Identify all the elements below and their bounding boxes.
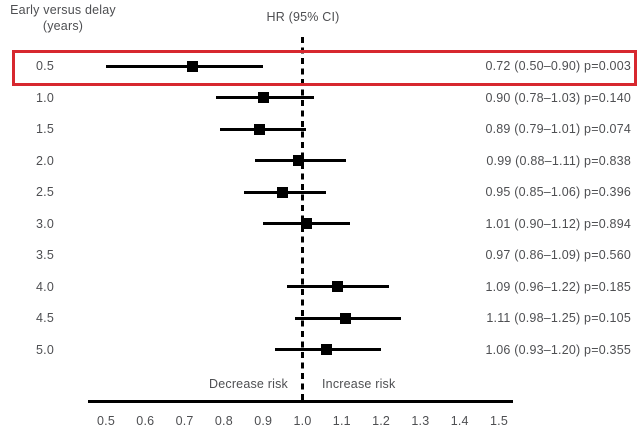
x-tick-label: 1.2: [372, 414, 391, 428]
hr-ci-p-text: 1.11 (0.98–1.25) p=0.105: [486, 311, 631, 325]
row-axis-title-line2: (years): [42, 18, 84, 33]
row-label: 5.0: [36, 342, 54, 357]
hr-point-marker: [300, 218, 312, 229]
ci-line: [106, 64, 264, 68]
hr-point-marker: [186, 60, 198, 72]
hr-point-marker: [320, 344, 332, 355]
hr-ci-p-text: 0.90 (0.78–1.03) p=0.140: [485, 90, 631, 105]
row-label: 0.5: [36, 59, 54, 73]
x-tick-label: 0.5: [97, 414, 115, 428]
plot-title: HR (95% CI): [266, 10, 340, 24]
x-tick-label: 1.5: [490, 414, 508, 428]
highlight-box: [12, 50, 637, 86]
hr-ci-p-text: 0.95 (0.85–1.06) p=0.396: [485, 185, 631, 199]
hr-ci-p-text: 1.06 (0.93–1.20) p=0.355: [485, 342, 631, 357]
row-axis-title: Early versus delay (years): [0, 3, 126, 34]
row-label: 1.0: [36, 90, 54, 105]
row-label: 2.0: [36, 153, 54, 168]
increase-risk-label: Increase risk: [322, 377, 396, 391]
x-tick-label: 1.3: [411, 414, 430, 428]
x-tick-label: 1.0: [293, 414, 312, 428]
decrease-risk-label: Decrease risk: [208, 377, 288, 391]
hr-ci-p-text: 0.89 (0.79–1.01) p=0.074: [485, 122, 631, 136]
row-label: 2.5: [36, 185, 54, 199]
hr-point-marker: [257, 92, 269, 103]
x-tick-label: 0.6: [136, 414, 155, 428]
hr-point-marker: [332, 281, 344, 292]
row-label: 3.0: [36, 216, 54, 231]
hr-ci-p-text: 1.01 (0.90–1.12) p=0.894: [485, 216, 631, 231]
hr-ci-p-text: 0.72 (0.50–0.90) p=0.003: [485, 59, 631, 73]
hr-ci-p-text: 1.09 (0.96–1.22) p=0.185: [485, 279, 631, 294]
hr-point-marker: [253, 123, 265, 135]
x-tick-label: 0.9: [254, 414, 273, 428]
row-label: 1.5: [36, 122, 54, 136]
x-tick-label: 1.1: [332, 414, 351, 428]
x-tick-label: 1.4: [450, 414, 469, 428]
row-label: 4.0: [36, 279, 54, 294]
row-label: 3.5: [36, 248, 54, 262]
hr-point-marker: [277, 186, 289, 198]
hr-point-marker: [340, 312, 352, 324]
row-label: 4.5: [36, 311, 54, 325]
x-tick-label: 0.8: [214, 414, 233, 428]
hr-ci-p-text: 0.99 (0.88–1.11) p=0.838: [486, 153, 631, 168]
x-tick-label: 0.7: [175, 414, 194, 428]
x-axis-line: [88, 400, 513, 403]
hr-ci-p-text: 0.97 (0.86–1.09) p=0.560: [485, 248, 631, 262]
hr-point-marker: [293, 155, 305, 166]
row-axis-title-line1: Early versus delay: [10, 3, 116, 17]
